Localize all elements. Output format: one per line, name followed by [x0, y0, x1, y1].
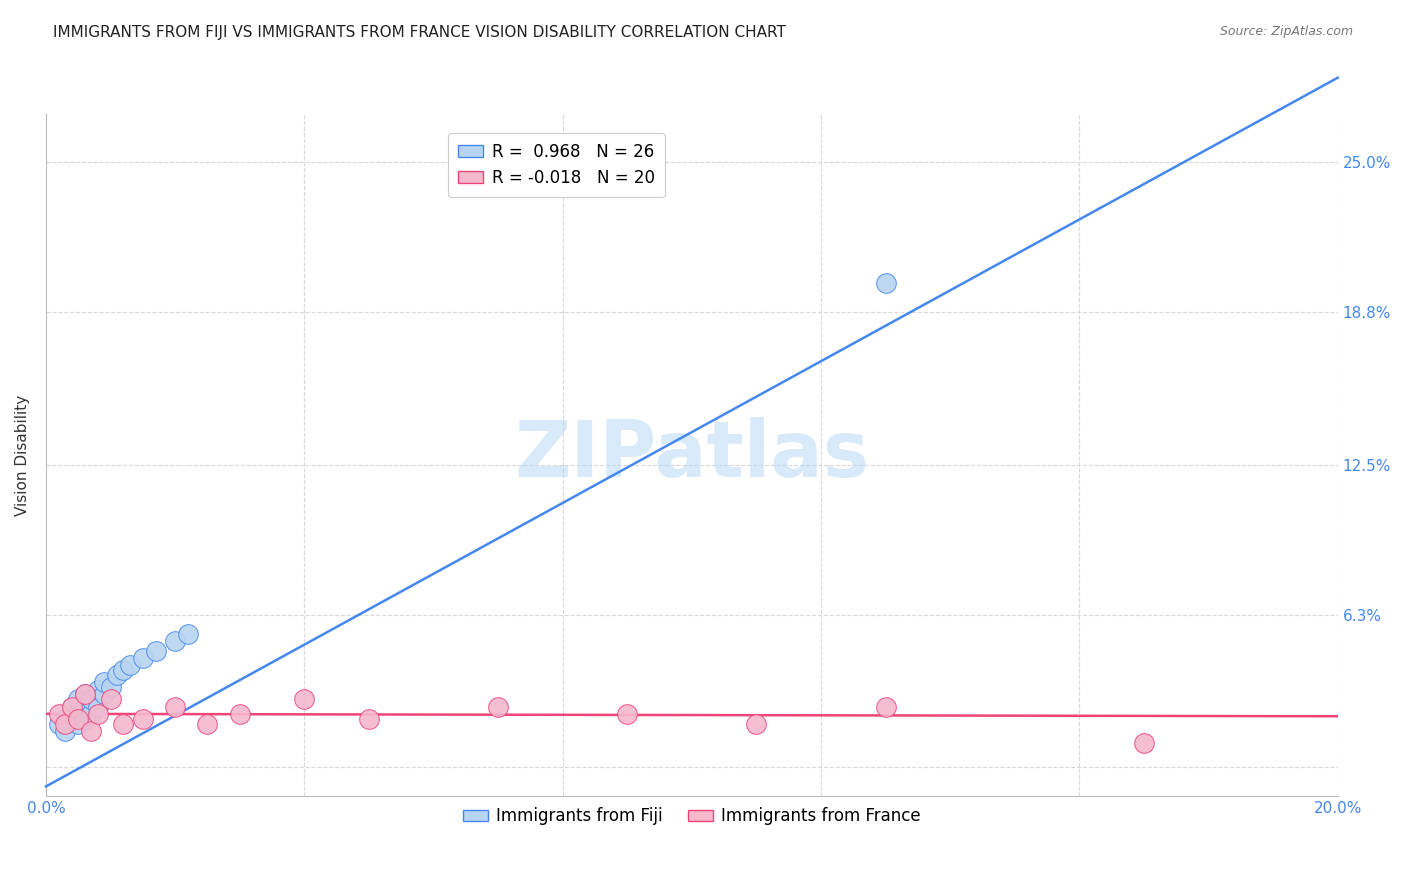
- Point: [86, 699, 108, 714]
- Point: [86, 682, 108, 697]
- Point: [132, 712, 155, 726]
- Point: [60, 706, 83, 721]
- Point: [112, 716, 135, 731]
- Point: [145, 644, 167, 658]
- Point: [100, 680, 122, 694]
- Point: [132, 651, 155, 665]
- Point: [67, 716, 90, 731]
- Y-axis label: Vision Disability: Vision Disability: [15, 394, 30, 516]
- Point: [53, 723, 76, 738]
- Point: [112, 663, 135, 677]
- Point: [292, 692, 315, 706]
- Point: [73, 688, 96, 702]
- Point: [616, 706, 638, 721]
- Point: [118, 658, 141, 673]
- Point: [165, 634, 187, 648]
- Point: [48, 716, 70, 731]
- Point: [53, 716, 76, 731]
- Point: [486, 699, 509, 714]
- Text: Source: ZipAtlas.com: Source: ZipAtlas.com: [1219, 25, 1353, 38]
- Point: [48, 706, 70, 721]
- Point: [73, 688, 96, 702]
- Point: [93, 688, 115, 702]
- Point: [67, 712, 90, 726]
- Point: [100, 692, 122, 706]
- Point: [229, 706, 252, 721]
- Point: [53, 712, 76, 726]
- Point: [93, 675, 115, 690]
- Point: [1133, 736, 1156, 750]
- Point: [357, 712, 380, 726]
- Point: [745, 716, 768, 731]
- Point: [875, 277, 897, 291]
- Point: [67, 692, 90, 706]
- Point: [73, 712, 96, 726]
- Point: [67, 706, 90, 721]
- Text: IMMIGRANTS FROM FIJI VS IMMIGRANTS FROM FRANCE VISION DISABILITY CORRELATION CHA: IMMIGRANTS FROM FIJI VS IMMIGRANTS FROM …: [53, 25, 786, 40]
- Point: [86, 706, 108, 721]
- Text: ZIPatlas: ZIPatlas: [515, 417, 869, 493]
- Point: [80, 723, 103, 738]
- Point: [177, 627, 200, 641]
- Point: [60, 699, 83, 714]
- Point: [197, 716, 219, 731]
- Legend: Immigrants from Fiji, Immigrants from France: Immigrants from Fiji, Immigrants from Fr…: [456, 801, 928, 832]
- Point: [875, 699, 897, 714]
- Point: [80, 692, 103, 706]
- Point: [80, 706, 103, 721]
- Point: [73, 699, 96, 714]
- Point: [105, 668, 128, 682]
- Point: [165, 699, 187, 714]
- Point: [60, 699, 83, 714]
